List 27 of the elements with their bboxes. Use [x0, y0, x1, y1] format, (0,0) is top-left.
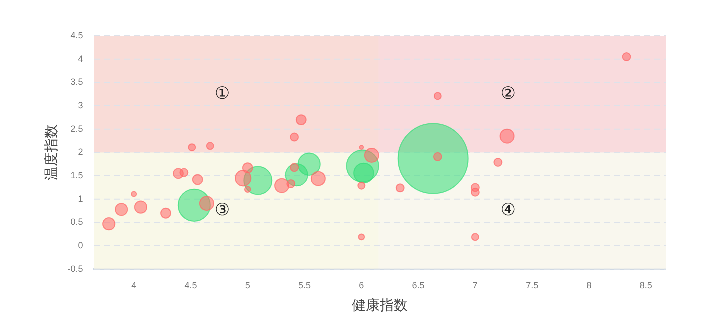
y-tick-label: 2.5	[70, 124, 84, 134]
y-tick-label: 4.5	[70, 30, 84, 40]
x-tick-label: 8	[586, 280, 592, 290]
y-tick-label: 0.5	[70, 217, 84, 228]
x-tick-label: 6.5	[412, 280, 425, 290]
y-tick-label: -0.5	[68, 264, 84, 274]
x-tick-label: 4	[132, 280, 137, 290]
x-tick-label: 5	[245, 280, 250, 290]
y-tick-label: 1	[78, 194, 84, 204]
y-tick-label: 3	[78, 100, 84, 111]
y-tick-label: 4	[78, 54, 84, 64]
y-tick-label: 3.5	[70, 77, 84, 88]
x-tick-label: 4.5	[184, 280, 198, 290]
annotation: ②	[500, 84, 516, 104]
annotation: ①	[214, 84, 230, 104]
annotation: ③	[214, 200, 230, 220]
y-tick-label: 2	[78, 147, 84, 158]
x-tick-label: 6	[359, 280, 364, 290]
x-tick-label: 7	[472, 280, 478, 290]
y-axis-title: 温度指数	[44, 124, 60, 181]
annotation: ④	[500, 200, 516, 220]
x-tick-label: 8.5	[640, 280, 652, 290]
y-tick-label: 0	[78, 240, 84, 251]
y-tick-label: 1.5	[70, 170, 84, 181]
x-tick-label: 7.5	[526, 280, 539, 290]
x-tick-label: 5.5	[298, 280, 312, 290]
x-axis-title: 健康指数	[352, 298, 408, 314]
